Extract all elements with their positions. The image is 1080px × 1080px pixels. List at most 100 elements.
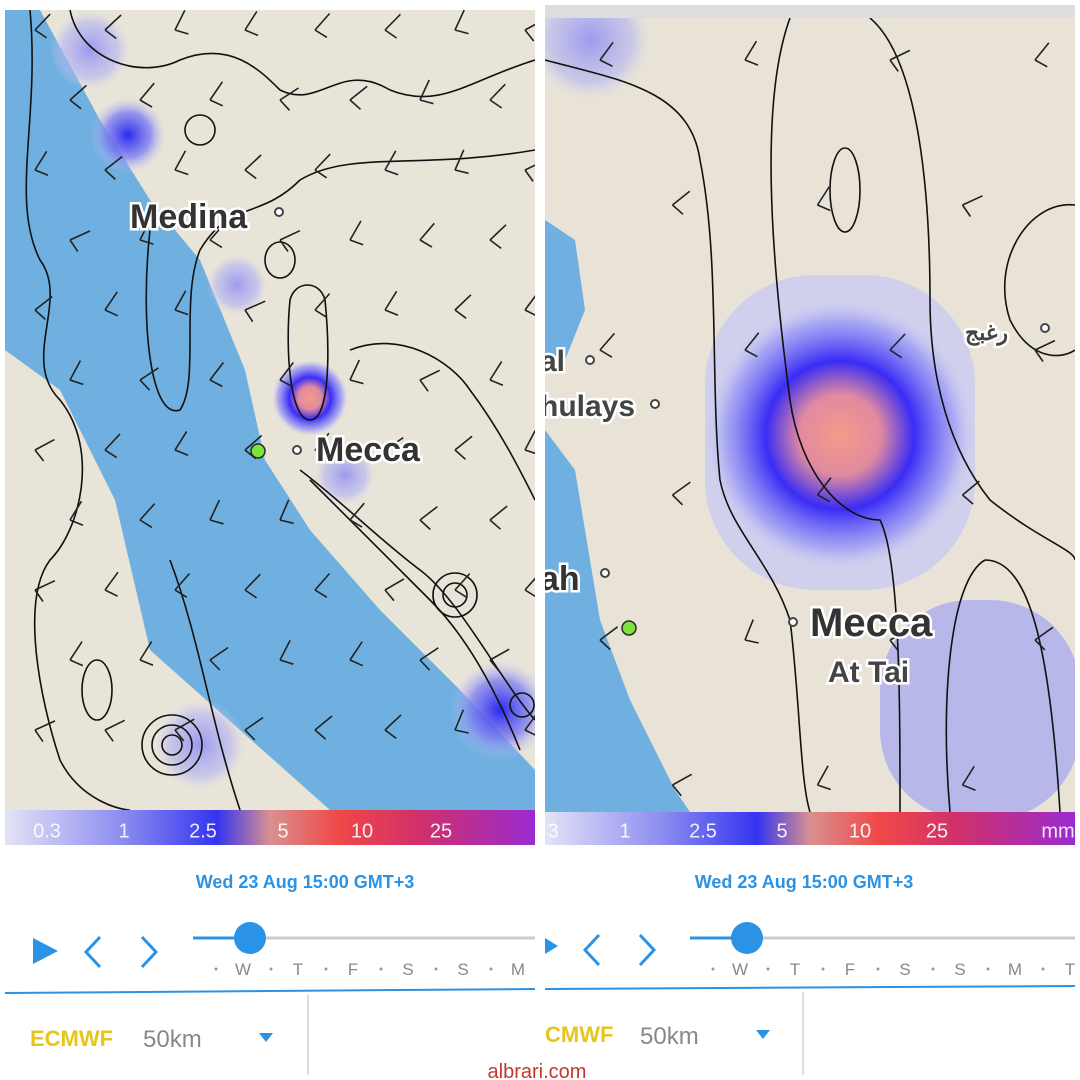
wind-barb (69, 84, 87, 110)
wind-barb (279, 87, 299, 111)
tick-dot (214, 967, 218, 971)
timestamp: Wed 23 Aug 15:00 GMT+3 (196, 872, 415, 892)
wind-barb (244, 300, 266, 323)
city-label: رغبج (965, 320, 1008, 346)
precip (90, 97, 166, 173)
contour (545, 59, 811, 812)
prev-button[interactable] (83, 935, 102, 969)
wind-barb (69, 360, 84, 386)
city-marker (1040, 323, 1050, 333)
next-button[interactable] (638, 933, 657, 967)
tick-dot (489, 967, 493, 971)
map-right[interactable]: al hulays ah Mecca At Tai رغبج (530, 0, 1080, 820)
contour (432, 572, 478, 618)
map-left[interactable]: Medina Mecca (5, 10, 550, 810)
legend: 3 1 2.5 5 10 25 mm (547, 820, 1074, 842)
precip (705, 300, 975, 570)
city-marker (585, 355, 595, 365)
wind-barb (816, 765, 831, 791)
wind-barb (34, 720, 56, 743)
wind-barb (419, 79, 434, 105)
wind-barb (314, 12, 331, 39)
wind-barb (174, 718, 195, 742)
day-label: S (954, 960, 965, 979)
sea (5, 10, 535, 810)
wind-barb (419, 505, 438, 531)
wind-barb (314, 715, 333, 740)
precip (545, 18, 650, 100)
model[interactable]: ECMWF (30, 1026, 113, 1051)
wind-barb (69, 500, 84, 526)
wind-barb (961, 765, 976, 792)
city-label: Mecca (316, 431, 421, 469)
model[interactable]: CMWF (545, 1022, 613, 1047)
wind-barb (314, 153, 331, 179)
wind-barb (244, 573, 261, 599)
divider (4, 988, 536, 994)
play-button[interactable] (545, 938, 558, 954)
sea (545, 220, 585, 370)
wind-barb (671, 481, 691, 506)
next-button[interactable] (140, 935, 159, 969)
slider-knob[interactable] (234, 922, 266, 954)
wind-barb (454, 435, 473, 460)
tick-dot (821, 967, 825, 971)
wind-barb (139, 82, 155, 108)
wind-barb (244, 10, 259, 37)
tick-dot (379, 967, 383, 971)
day-label: W (732, 960, 748, 979)
contour (442, 582, 468, 608)
wind-barb (209, 499, 224, 525)
contour (169, 559, 241, 810)
wind-barb (816, 477, 832, 503)
tick-dot (766, 967, 770, 971)
wind-barb (244, 154, 262, 180)
wind-barb (744, 332, 760, 358)
contour (145, 149, 535, 412)
play-button[interactable] (33, 938, 58, 964)
precip (315, 445, 375, 505)
resolution[interactable]: 50km (640, 1023, 699, 1050)
legend-label: 25 (430, 820, 452, 842)
wind-barb (816, 186, 831, 212)
city-label: Medina (130, 198, 248, 236)
city-marker (292, 445, 302, 455)
wind-barb (454, 294, 472, 319)
contour (81, 659, 113, 721)
legend-label: 1 (118, 820, 129, 842)
wind-barb (599, 626, 619, 651)
wind-barb (174, 430, 189, 457)
legend-label: 2.5 (689, 820, 717, 842)
wind-barb (454, 10, 469, 35)
wind-barb (174, 150, 189, 176)
wind-barb (1034, 626, 1054, 651)
legend-label: 0.3 (33, 820, 61, 842)
wind-barb (34, 150, 49, 177)
wind-barb (384, 714, 402, 740)
precip (880, 600, 1075, 812)
wind-barb (34, 295, 53, 320)
wind-barb (104, 433, 121, 459)
tick-dot (324, 967, 328, 971)
wind-barb (384, 578, 405, 602)
contour (869, 18, 1075, 561)
dropdown-arrow[interactable] (259, 1033, 273, 1042)
tick-dot (269, 967, 273, 971)
wind-barb (279, 499, 294, 525)
resolution[interactable]: 50km (143, 1026, 202, 1053)
wind-barb (384, 437, 404, 461)
contour (309, 479, 521, 751)
city-label: Mecca (810, 601, 933, 645)
day-label: T (790, 960, 800, 979)
prev-button[interactable] (582, 933, 601, 967)
wind-barb (744, 619, 759, 644)
status-strip (545, 5, 1075, 18)
dropdown-arrow[interactable] (756, 1030, 770, 1039)
wind-barb (961, 480, 980, 505)
slider-knob[interactable] (731, 922, 763, 954)
divider (544, 985, 1076, 990)
precip (155, 700, 245, 790)
wind-barb (419, 647, 439, 671)
wind-barb (349, 359, 364, 385)
